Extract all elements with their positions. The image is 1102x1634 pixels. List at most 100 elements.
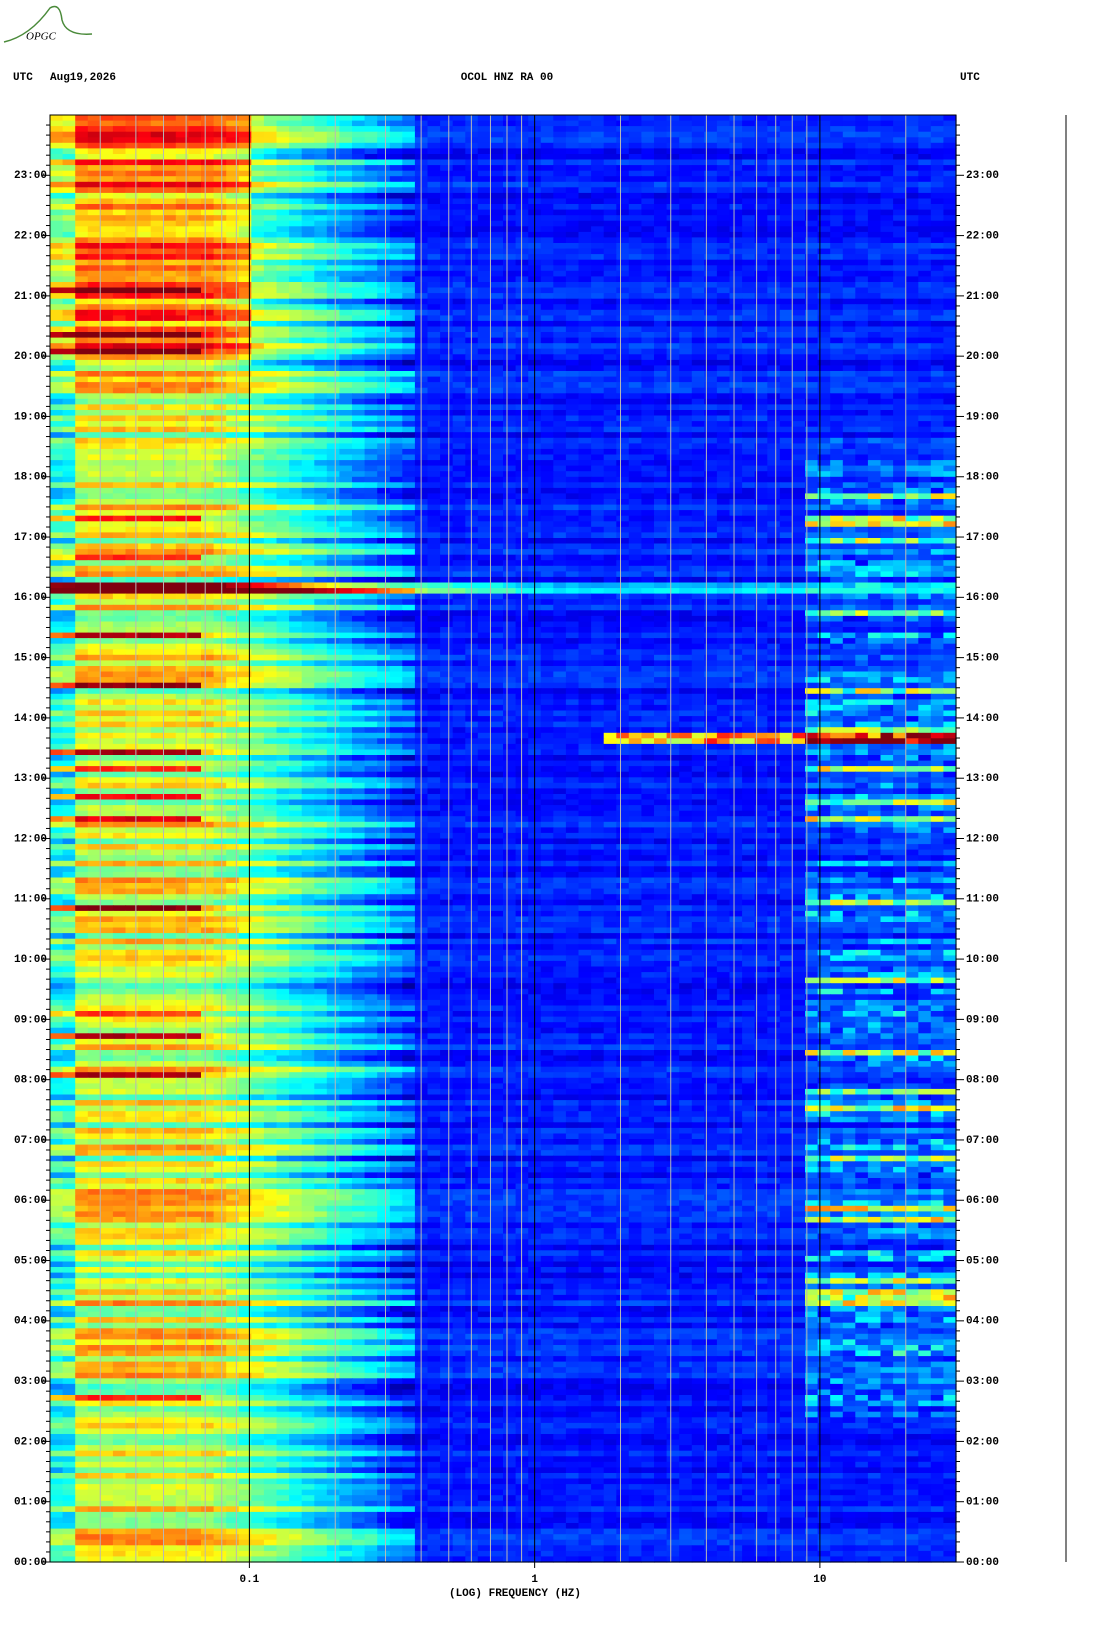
- spectrogram-cell: [830, 482, 844, 489]
- spectrogram-cell: [477, 254, 491, 261]
- spectrogram-cell: [742, 315, 756, 322]
- spectrogram-cell: [805, 410, 819, 417]
- spectrogram-cell: [138, 471, 152, 478]
- spectrogram-cell: [490, 137, 504, 144]
- spectrogram-cell: [150, 254, 164, 261]
- spectrogram-cell: [830, 265, 844, 272]
- spectrogram-cell: [50, 126, 64, 133]
- spectrogram-cell: [704, 154, 718, 161]
- spectrogram-cell: [477, 126, 491, 133]
- spectrogram-cell: [880, 443, 894, 450]
- spectrogram-cell: [226, 460, 240, 467]
- spectrogram-cell: [729, 443, 743, 450]
- spectrogram-cell: [150, 415, 164, 422]
- spectrogram-cell: [276, 137, 290, 144]
- spectrogram-cell: [880, 309, 894, 316]
- spectrogram-cell: [578, 198, 592, 205]
- spectrogram-cell: [352, 176, 366, 183]
- spectrogram-cell: [238, 476, 252, 483]
- spectrogram-cell: [503, 142, 517, 149]
- spectrogram-cell: [314, 382, 328, 389]
- spectrogram-cell: [565, 265, 580, 272]
- spectrogram-cell: [817, 437, 831, 444]
- spectrogram-cell: [867, 293, 882, 300]
- spectrogram-cell: [591, 393, 605, 400]
- spectrogram-cell: [893, 410, 907, 417]
- spectrogram-cell: [603, 148, 617, 155]
- spectrogram-cell: [540, 304, 554, 311]
- spectrogram-cell: [679, 270, 693, 277]
- spectrogram-cell: [188, 181, 202, 188]
- spectrogram-cell: [188, 309, 202, 316]
- spectrogram-cell: [163, 126, 177, 133]
- spectrogram-cell: [251, 254, 265, 261]
- spectrogram-cell: [125, 287, 139, 294]
- spectrogram-cell: [603, 115, 617, 122]
- spectrogram-cell: [641, 320, 655, 328]
- spectrogram-cell: [565, 437, 580, 444]
- spectrogram-cell: [377, 154, 391, 161]
- spectrogram-cell: [817, 237, 831, 244]
- spectrogram-cell: [138, 170, 152, 177]
- spectrogram-cell: [251, 215, 265, 222]
- spectrogram-cell: [842, 493, 856, 500]
- spectrogram-cell: [201, 315, 215, 322]
- spectrogram-cell: [125, 215, 139, 222]
- spectrogram-cell: [364, 115, 378, 122]
- spectrogram-cell: [301, 126, 315, 133]
- spectrogram-cell: [490, 126, 504, 133]
- spectrogram-cell: [930, 270, 944, 277]
- spectrogram-cell: [276, 304, 290, 311]
- spectrogram-cell: [817, 454, 831, 461]
- spectrogram-cell: [188, 437, 202, 444]
- spectrogram-cell: [767, 326, 781, 333]
- spectrogram-cell: [364, 198, 378, 205]
- spectrogram-cell: [880, 337, 894, 344]
- spectrogram-cell: [50, 476, 64, 483]
- spectrogram-cell: [125, 198, 139, 205]
- spectrogram-cell: [188, 348, 202, 355]
- spectrogram-cell: [553, 343, 567, 350]
- spectrogram-cell: [930, 237, 944, 244]
- spectrogram-cell: [452, 192, 466, 200]
- spectrogram-cell: [943, 287, 957, 294]
- spectrogram-cell: [565, 220, 580, 227]
- spectrogram-cell: [855, 231, 869, 239]
- spectrogram-cell: [792, 282, 806, 289]
- spectrogram-cell: [465, 154, 479, 161]
- spectrogram-cell: [880, 354, 894, 361]
- spectrogram-cell: [867, 437, 882, 444]
- spectrogram-cell: [503, 426, 517, 433]
- spectrogram-cell: [377, 293, 391, 300]
- spectrogram-cell: [591, 204, 605, 211]
- spectrogram-cell: [352, 142, 366, 149]
- spectrogram-cell: [175, 365, 189, 372]
- spectrogram-cell: [163, 426, 177, 433]
- spectrogram-cell: [729, 432, 743, 439]
- spectrogram-cell: [238, 398, 252, 405]
- spectrogram-cell: [188, 204, 202, 211]
- spectrogram-cell: [188, 137, 202, 144]
- spectrogram-cell: [603, 237, 617, 244]
- spectrogram-cell: [918, 465, 932, 472]
- spectrogram-cell: [163, 382, 177, 389]
- spectrogram-cell: [654, 476, 668, 483]
- spectrogram-cell: [440, 309, 454, 316]
- spectrogram-cell: [364, 371, 378, 378]
- spectrogram-cell: [427, 187, 441, 194]
- spectrogram-cell: [540, 393, 554, 400]
- spectrogram-cell: [867, 315, 882, 322]
- spectrogram-cell: [238, 460, 252, 467]
- spectrogram-cell: [452, 404, 466, 411]
- spectrogram-cell: [817, 170, 831, 177]
- spectrogram-cell: [175, 471, 189, 478]
- spectrogram-cell: [591, 371, 605, 378]
- spectrogram-cell: [553, 243, 567, 250]
- spectrogram-cell: [251, 320, 265, 328]
- spectrogram-cell: [377, 287, 391, 294]
- spectrogram-cell: [540, 471, 554, 478]
- spectrogram-cell: [326, 215, 340, 222]
- spectrogram-cell: [880, 215, 894, 222]
- spectrogram-cell: [150, 387, 164, 394]
- spectrogram-cell: [150, 215, 164, 222]
